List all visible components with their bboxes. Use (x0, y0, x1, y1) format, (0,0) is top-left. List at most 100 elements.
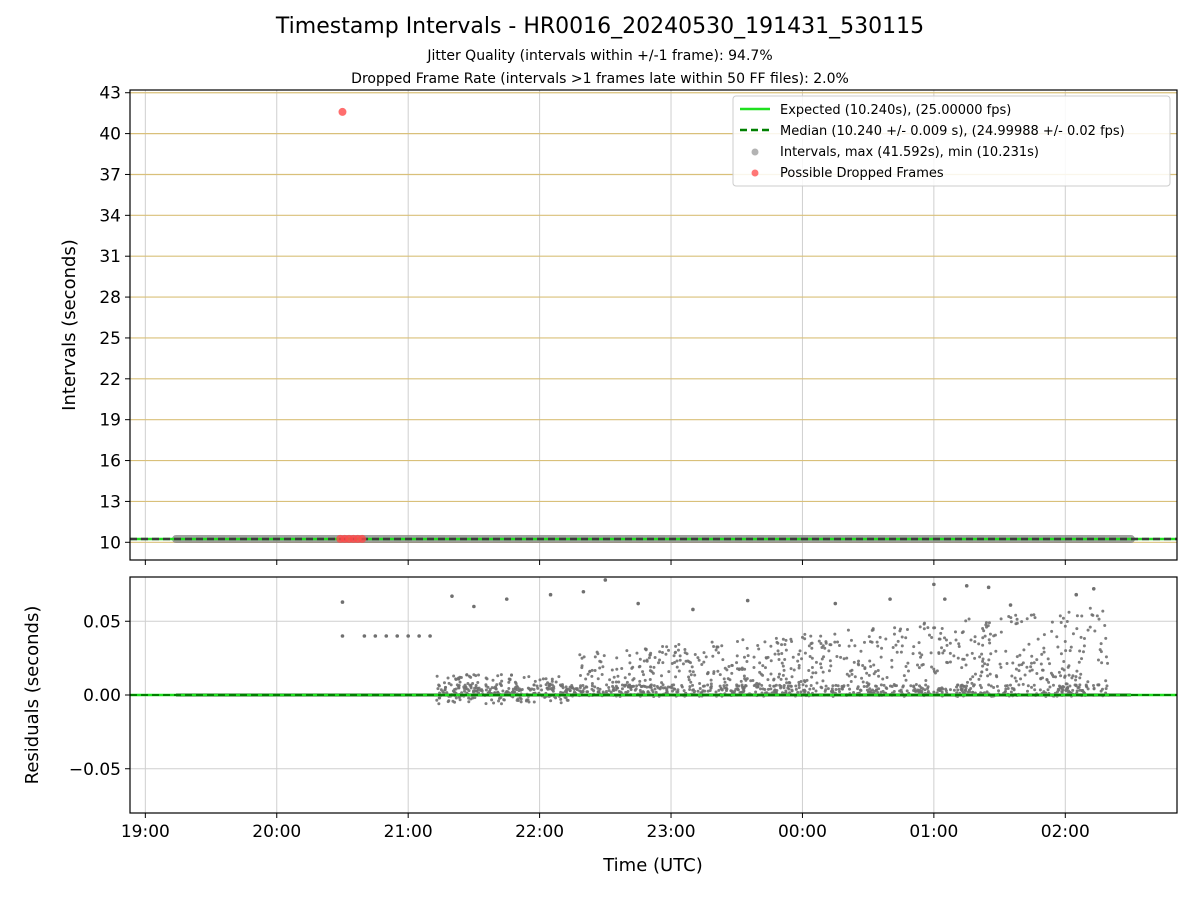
residual-point (930, 665, 934, 669)
residual-point (607, 688, 611, 692)
residual-point (782, 668, 786, 672)
residual-point (784, 689, 788, 693)
residual-point (447, 699, 451, 703)
residual-point (868, 687, 872, 691)
residual-point (439, 688, 443, 692)
residual-point (610, 668, 614, 672)
residual-point (823, 646, 827, 650)
residual-point (922, 627, 926, 631)
residual-point (1057, 670, 1061, 674)
residual-point (960, 689, 964, 693)
residual-point (981, 664, 985, 668)
residual-point (687, 678, 691, 682)
residual-point (819, 662, 823, 666)
residual-point (499, 673, 503, 677)
residual-point (688, 669, 692, 673)
residual-point (656, 686, 660, 690)
residual-point (620, 687, 624, 691)
residual-point (861, 664, 865, 668)
residual-point (865, 688, 869, 692)
residual-point (937, 688, 941, 692)
residual-point (948, 688, 952, 692)
residual-point (575, 688, 579, 692)
residual-point (973, 656, 977, 660)
residual-point (909, 684, 913, 688)
residual-point (661, 683, 665, 687)
residual-point (819, 634, 823, 638)
residual-point (987, 621, 991, 625)
intervals-y-axis-label: Intervals (seconds) (59, 239, 80, 411)
residual-point (642, 659, 646, 663)
residual-point (986, 674, 990, 678)
residual-point (1036, 637, 1040, 641)
residual-point (850, 672, 854, 676)
residual-point (912, 684, 916, 688)
residual-point (784, 677, 788, 681)
legend-intervals-label: Intervals, max (41.592s), min (10.231s) (780, 145, 1039, 160)
residual-point (687, 660, 691, 664)
residual-point (736, 687, 740, 691)
residual-point (590, 687, 594, 691)
residual-point (1069, 645, 1073, 649)
residual-point (834, 687, 838, 691)
residual-point (899, 650, 903, 654)
residual-point (772, 677, 776, 681)
residual-point (667, 670, 671, 674)
residual-point (1035, 658, 1039, 662)
residual-point (1082, 644, 1086, 648)
residual-point (406, 634, 410, 638)
residual-point (548, 684, 552, 688)
residual-point (792, 668, 796, 672)
residual-point (777, 658, 781, 662)
residual-point (977, 642, 981, 646)
residual-point (469, 697, 473, 701)
residual-point (783, 643, 787, 647)
residual-point (544, 677, 548, 681)
residual-point (473, 696, 477, 700)
residual-point (1038, 688, 1042, 692)
residual-point (696, 689, 700, 693)
legend-intervals-marker (751, 148, 759, 156)
residual-point (450, 594, 454, 598)
residual-point (518, 695, 522, 699)
intervals-y-ticks: 10 13 16 19 22 25 28 31 34 37 40 43 (99, 84, 130, 553)
residual-point (660, 674, 664, 678)
residual-point (785, 681, 789, 685)
legend-dropped-marker (751, 169, 759, 177)
residual-point (780, 661, 784, 665)
residual-point (436, 687, 440, 691)
residual-point (454, 687, 458, 691)
residual-point (987, 658, 991, 662)
residual-point (923, 688, 927, 692)
residual-point (829, 664, 833, 668)
residual-point (788, 681, 792, 685)
residual-point (437, 702, 441, 706)
residual-point (1027, 642, 1031, 646)
residual-point (700, 662, 704, 666)
residual-point (929, 651, 933, 655)
residual-point (790, 675, 794, 679)
residual-point (969, 638, 973, 642)
residual-point (616, 674, 620, 678)
residual-point (1104, 655, 1108, 659)
residual-point (714, 690, 718, 694)
residual-point (971, 675, 975, 679)
residual-point (1047, 680, 1051, 684)
residual-point (752, 655, 756, 659)
residual-point (811, 671, 815, 675)
residual-point (735, 661, 739, 665)
residual-point (776, 649, 780, 653)
residual-point (648, 653, 652, 657)
residual-point (672, 654, 676, 658)
residual-point (834, 683, 838, 687)
residual-point (527, 675, 531, 679)
legend-expected-label: Expected (10.240s), (25.00000 fps) (780, 103, 1011, 118)
residual-point (1104, 636, 1108, 640)
residual-point (1064, 682, 1068, 686)
residual-point (474, 674, 478, 678)
residual-point (968, 677, 972, 681)
residual-point (1056, 687, 1060, 691)
residual-point (680, 683, 684, 687)
residual-point (800, 635, 804, 639)
residual-point (955, 691, 959, 695)
